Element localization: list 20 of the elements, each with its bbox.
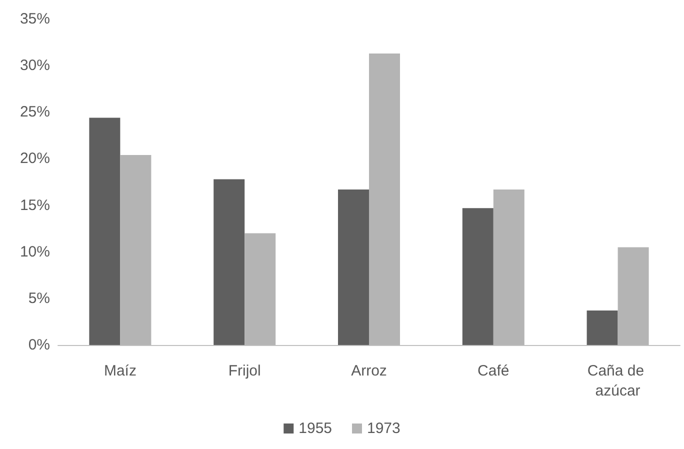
x-tick-label: Frijol — [228, 362, 261, 380]
y-tick-label: 30% — [20, 57, 50, 74]
x-tick-label: Maíz — [104, 362, 136, 380]
legend-label: 1973 — [367, 420, 400, 437]
bar — [214, 179, 245, 345]
bar — [338, 189, 369, 345]
x-tick-label: Arroz — [351, 362, 387, 380]
y-tick-label: 5% — [28, 290, 50, 307]
x-tick-label: Café — [478, 362, 510, 380]
y-tick-label: 15% — [20, 196, 50, 214]
legend-label: 1955 — [298, 420, 332, 437]
y-tick-label: 0% — [28, 336, 50, 354]
y-tick-label: 35% — [20, 10, 50, 28]
y-tick-label: 25% — [20, 104, 50, 121]
x-tick-label: Caña de azúcar — [587, 362, 648, 400]
y-tick-label: 10% — [20, 243, 50, 260]
bar — [462, 208, 494, 345]
bar — [586, 310, 618, 345]
y-tick-label: 20% — [20, 150, 50, 168]
bar — [89, 118, 120, 345]
